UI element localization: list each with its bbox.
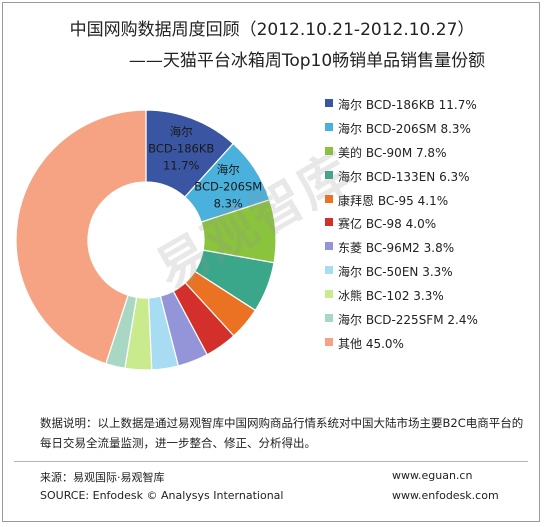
legend-swatch [325, 218, 333, 227]
data-label-text: BCD-206SM [194, 180, 262, 194]
data-label-text: 11.7% [163, 159, 200, 173]
data-label-text: 海尔 [170, 125, 193, 139]
data-label-text: BCD-186KB [148, 142, 214, 156]
legend-item-9: 冰熊 BC-102 3.3% [325, 287, 540, 305]
legend-label: 东菱 BC-96M2 3.8% [338, 241, 455, 256]
legend-swatch [325, 122, 333, 131]
data-label-text: 8.3% [214, 197, 243, 211]
legend-label: 其他 45.0% [338, 336, 404, 351]
legend-label: 赛亿 BC-98 4.0% [338, 217, 437, 232]
legend-item-2: 海尔 BCD-206SM 8.3% [325, 120, 540, 138]
data-label-1: 海尔 BCD-186KB 11.7% [148, 125, 214, 173]
chart-legend: 海尔 BCD-186KB 11.7% 海尔 BCD-206SM 8.3% 美的 BC… [325, 96, 540, 359]
data-label-2: 海尔 BCD-206SM 8.3% [194, 163, 262, 211]
footer-divider [14, 461, 528, 462]
data-note: 数据说明：以上数据是通过易观智库中国网购商品行情系统对中国大陆市场主要B2C电商… [40, 416, 524, 450]
legend-label: 海尔 BCD-206SM 8.3% [338, 121, 471, 136]
legend-item-3: 美的 BC-90M 7.8% [325, 144, 540, 162]
legend-label: 海尔 BC-50EN 3.3% [338, 265, 453, 280]
legend-label: 海尔 BCD-133EN 6.3% [338, 169, 470, 184]
website-enfodesk: www.enfodesk.com [392, 489, 499, 502]
legend-label: 康拜恩 BC-95 4.1% [338, 193, 449, 208]
legend-swatch [325, 314, 333, 323]
source-cn: 来源：易观国际·易观智库 [40, 471, 165, 484]
legend-swatch [325, 146, 333, 155]
chart-title-line1: 中国网购数据周度回顾（2012.10.21-2012.10.27） [69, 20, 475, 40]
website-eguan: www.eguan.cn [392, 469, 473, 482]
legend-label: 海尔 BCD-186KB 11.7% [338, 98, 477, 112]
pie-slice-11 [15, 109, 147, 365]
legend-label: 美的 BC-90M 7.8% [338, 145, 447, 160]
legend-swatch [325, 290, 333, 299]
chart-title-line2: ——天猫平台冰箱周Top10畅销单品销售量份额 [128, 51, 486, 71]
legend-swatch [325, 337, 333, 346]
legend-item-5: 康拜恩 BC-95 4.1% [325, 192, 540, 210]
data-label-text: 海尔 [217, 163, 240, 177]
source-en: SOURCE: Enfodesk © Analysys Internationa… [40, 489, 284, 502]
legend-item-10: 海尔 BCD-225SFM 2.4% [325, 311, 540, 329]
legend-item-7: 东菱 BC-96M2 3.8% [325, 239, 540, 257]
legend-label: 海尔 BCD-225SFM 2.4% [338, 313, 478, 328]
legend-label: 冰熊 BC-102 3.3% [338, 289, 444, 304]
legend-item-1: 海尔 BCD-186KB 11.7% [325, 96, 540, 114]
legend-swatch [325, 170, 333, 179]
legend-swatch [325, 242, 333, 251]
legend-swatch [325, 266, 333, 275]
legend-item-6: 赛亿 BC-98 4.0% [325, 215, 540, 233]
legend-item-11: 其他 45.0% [325, 335, 540, 353]
legend-item-4: 海尔 BCD-133EN 6.3% [325, 168, 540, 186]
legend-swatch [325, 99, 333, 107]
legend-swatch [325, 194, 333, 203]
legend-item-8: 海尔 BC-50EN 3.3% [325, 263, 540, 281]
